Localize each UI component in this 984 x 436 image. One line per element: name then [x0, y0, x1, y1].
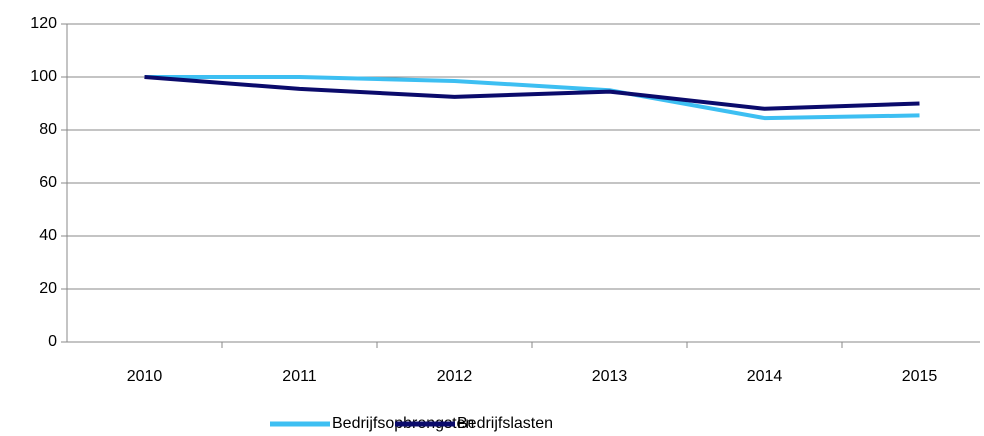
y-tick-label: 60 [39, 174, 57, 191]
y-tick-label: 40 [39, 227, 57, 244]
x-tick-label: 2015 [902, 368, 938, 385]
y-tick-label: 0 [48, 333, 57, 350]
legend-label: Bedrijfslasten [457, 415, 553, 432]
y-tick-label: 100 [30, 68, 57, 85]
y-tick-label: 80 [39, 121, 57, 138]
line-series [144, 75, 920, 111]
x-tick-label: 2011 [282, 368, 317, 385]
line-series [144, 75, 920, 121]
x-tick-label: 2010 [127, 368, 163, 385]
x-tick-label: 2012 [437, 368, 473, 385]
y-tick-label: 120 [30, 15, 57, 32]
x-tick-label: 2013 [592, 368, 628, 385]
x-tick-label: 2014 [747, 368, 783, 385]
y-tick-label: 20 [39, 280, 57, 297]
